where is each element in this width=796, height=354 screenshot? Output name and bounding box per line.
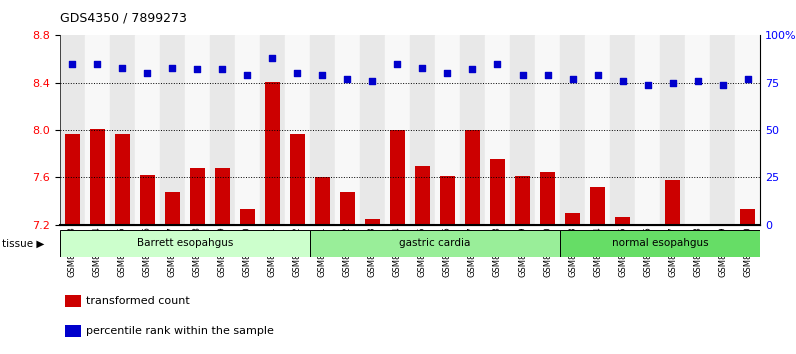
Bar [435,35,460,225]
Bar [535,35,560,225]
Point [416,65,429,70]
Bar [335,35,360,225]
Bar [135,35,160,225]
Bar [410,35,435,225]
Text: GDS4350 / 7899273: GDS4350 / 7899273 [60,11,186,24]
Bar [110,35,135,225]
Text: normal esopahgus: normal esopahgus [612,238,708,249]
Point [316,72,329,78]
Bar [560,35,585,225]
Bar [560,230,760,257]
Point [266,55,279,61]
Bar [660,35,685,225]
Bar [585,35,610,225]
Bar [140,175,154,225]
Text: Barrett esopahgus: Barrett esopahgus [137,238,233,249]
Bar [65,325,80,337]
Point [716,82,729,87]
Point [591,72,604,78]
Bar [290,134,305,225]
Bar [210,35,235,225]
Bar [240,210,255,225]
Point [666,80,679,86]
Bar [740,210,755,225]
Bar [259,35,285,225]
Bar [84,35,110,225]
Bar [285,35,310,225]
Bar [590,187,605,225]
Point [441,70,454,76]
Point [241,72,254,78]
Point [341,76,353,82]
Point [116,65,129,70]
Bar [390,130,405,225]
Point [91,61,103,67]
Point [191,67,204,72]
Point [391,61,404,67]
Bar [65,295,80,307]
Bar [490,159,505,225]
Bar [385,35,410,225]
Bar [340,192,355,225]
Point [516,72,529,78]
Bar [215,168,230,225]
Bar [440,176,455,225]
Point [291,70,304,76]
Point [541,72,554,78]
Bar [365,219,380,225]
Bar [665,180,680,225]
Bar [90,129,105,225]
Bar [189,168,205,225]
Bar [460,35,485,225]
Bar [515,176,530,225]
Point [642,82,654,87]
Bar [115,134,130,225]
Point [741,76,754,82]
Bar [710,35,736,225]
Text: gastric cardia: gastric cardia [400,238,470,249]
Point [366,78,379,84]
Bar [185,35,210,225]
Bar [485,35,510,225]
Bar [685,35,710,225]
Bar [565,213,580,225]
Bar [615,217,630,225]
Bar [465,130,480,225]
Bar [64,134,80,225]
Point [691,78,704,84]
Bar [540,172,555,225]
Point [166,65,178,70]
Bar [415,166,430,225]
Bar [160,35,185,225]
Text: transformed count: transformed count [86,296,190,306]
Bar [510,35,535,225]
Point [141,70,154,76]
Bar [60,230,310,257]
Bar [235,35,259,225]
Point [466,67,479,72]
Bar [310,35,335,225]
Text: percentile rank within the sample: percentile rank within the sample [86,326,274,336]
Bar [635,35,660,225]
Text: tissue ▶: tissue ▶ [2,239,45,249]
Point [616,78,629,84]
Bar [315,177,330,225]
Bar [360,35,385,225]
Bar [610,35,635,225]
Point [66,61,79,67]
Point [566,76,579,82]
Point [216,67,228,72]
Point [491,61,504,67]
Bar [736,35,760,225]
Bar [310,230,560,257]
Bar [60,35,84,225]
Bar [165,192,180,225]
Bar [265,81,280,225]
